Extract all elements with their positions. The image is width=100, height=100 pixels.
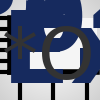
Text: 0: 0 (21, 0, 86, 72)
Bar (14, 36, 27, 72)
Text: *Only one claim was denied during the reporting period; NSD had already designat: *Only one claim was denied during the re… (2, 25, 100, 94)
Text: 22: 22 (21, 0, 100, 48)
Text: 33: 33 (0, 0, 86, 36)
Text: Exhibit 9: Average Time (Calendar Days) Paid Claims Spent in Each Step of the Cl: Exhibit 9: Average Time (Calendar Days) … (2, 7, 100, 100)
Bar (80, 48, 93, 72)
